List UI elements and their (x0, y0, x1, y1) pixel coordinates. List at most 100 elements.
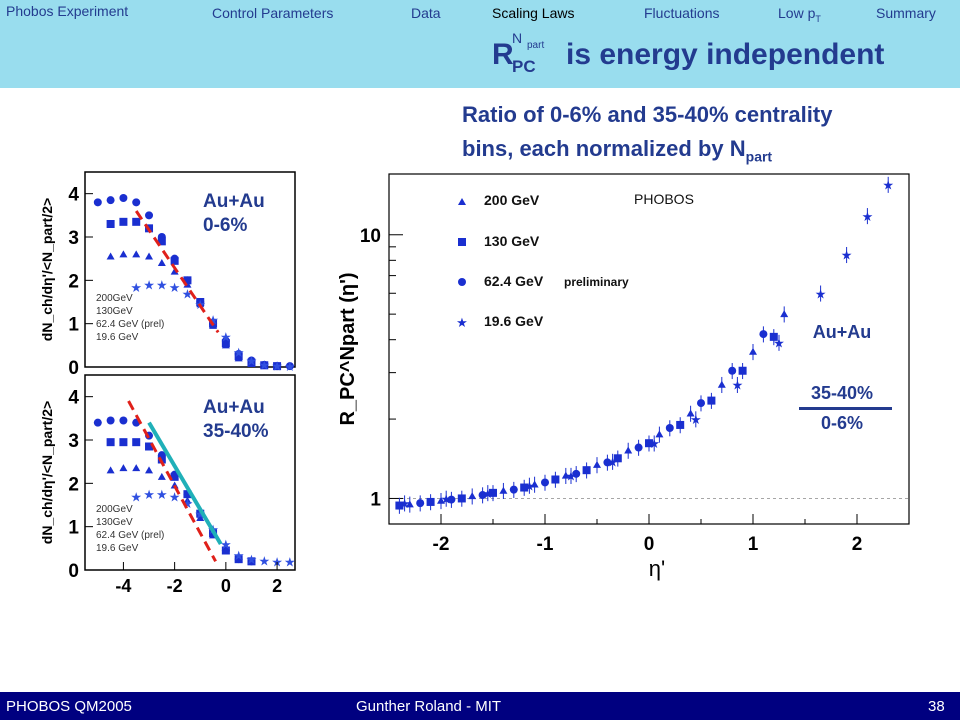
bottom-panel-legend: 200GeV 130GeV 62.4 GeV (prel) 19.6 GeV (96, 504, 165, 554)
data-point (106, 220, 115, 228)
data-point (738, 366, 747, 375)
data-point (499, 486, 508, 494)
title-subscript: PC (512, 57, 536, 76)
title-symbol: R (492, 38, 514, 71)
data-point (561, 471, 570, 479)
y-tick-label: 3 (68, 228, 79, 249)
data-point (624, 446, 633, 454)
data-point (437, 496, 445, 504)
data-point (170, 472, 179, 481)
data-point (157, 259, 166, 266)
data-point (234, 354, 243, 362)
panel-frame-bottom (84, 374, 296, 571)
y-axis-label: dN_ch/dη'/<N_part/2> (39, 198, 55, 341)
data-point (728, 366, 737, 375)
data-point (285, 362, 294, 371)
data-point: ★ (169, 280, 181, 295)
phobos-annotation: PHOBOS (634, 191, 694, 207)
data-point (520, 483, 529, 492)
x-tick-label: -4 (115, 576, 131, 595)
data-point (426, 497, 435, 506)
data-point (416, 499, 425, 508)
data-point (478, 491, 487, 500)
data-point: ★ (271, 554, 283, 569)
data-point (603, 458, 612, 467)
nav-item-low-pt[interactable]: Low pT (778, 5, 821, 24)
data-point: ★ (732, 378, 744, 393)
data-point (196, 509, 205, 518)
data-point (183, 490, 192, 499)
y-tick-label: 4 (68, 185, 79, 206)
nav-item-scaling-laws[interactable]: Scaling Laws (492, 5, 575, 21)
data-point (145, 252, 154, 260)
data-point: ★ (233, 548, 245, 563)
data-point: ★ (862, 209, 874, 224)
data-point (247, 359, 256, 367)
data-point: ★ (565, 469, 577, 484)
y-tick-label: 1 (68, 315, 79, 336)
data-point (119, 250, 128, 258)
fit-line-cyan (147, 421, 223, 546)
slide-subtitle: Ratio of 0-6% and 35-40% centrality bins… (462, 102, 833, 165)
x-tick-label: 2 (852, 534, 863, 555)
data-point (119, 416, 128, 425)
data-point (645, 439, 653, 448)
legend-marker-3: ★ (456, 315, 468, 330)
series-0 (405, 306, 789, 513)
y-tick-label: 10 (360, 226, 381, 247)
data-point: ★ (246, 552, 258, 567)
data-point: ★ (815, 286, 827, 301)
data-point: ★ (271, 359, 283, 374)
data-point (119, 194, 128, 202)
y-tick-label: 0 (68, 358, 79, 379)
y-tick-label: 2 (68, 474, 79, 495)
data-point: ★ (482, 486, 494, 501)
page-title: is energy independent (566, 38, 885, 71)
y-tick-label: 1 (370, 489, 381, 510)
top-panel-legend: 200GeV 130GeV 62.4 GeV (prel) 19.6 GeV (96, 293, 165, 343)
footer-conference: PHOBOS QM2005 (6, 698, 132, 715)
data-point (697, 399, 705, 408)
y-axis-label: R_PC^Npart (η') (337, 272, 359, 425)
data-point: ★ (169, 489, 181, 504)
data-point: ★ (220, 537, 232, 552)
nav-item-summary[interactable]: Summary (876, 5, 936, 21)
data-point (247, 557, 256, 565)
nav-brand: Phobos Experiment (6, 3, 129, 19)
data-point: ★ (143, 278, 155, 293)
data-point (655, 430, 664, 438)
x-tick-label: 2 (272, 576, 282, 595)
data-point (119, 464, 128, 472)
panel-frame-top (84, 171, 296, 368)
nav-item-control-parameters[interactable]: Control Parameters (212, 5, 334, 21)
data-point (613, 454, 622, 463)
x-tick-label: -2 (433, 534, 450, 555)
x-tick-label: -1 (537, 534, 554, 555)
legend-marker-2 (458, 278, 466, 286)
data-point: ★ (156, 487, 168, 502)
data-point (183, 496, 192, 504)
series-3: ★ ★ ★ ★ ★ ★ ★ ★ ★ ★ ★ ★ ★ ★ (399, 176, 894, 512)
x-tick-label: 0 (644, 534, 655, 555)
data-point (676, 420, 685, 429)
data-point (665, 423, 674, 432)
left-series-1-2 (106, 464, 256, 565)
data-point (468, 492, 477, 500)
data-point: ★ (246, 354, 258, 369)
data-point (749, 347, 757, 355)
data-point: ★ (194, 507, 206, 522)
data-point (132, 250, 141, 258)
x-tick-label: 0 (221, 576, 231, 595)
data-point: ★ (648, 436, 660, 451)
data-point (145, 211, 154, 220)
ratio-system-label: Au+Au (812, 322, 872, 342)
data-point (145, 442, 154, 451)
data-point: ★ (607, 455, 619, 470)
ratio-denominator: 0-6% (820, 413, 864, 433)
top-panel-label: Au+Au 0-6% (203, 191, 265, 236)
data-point (119, 217, 128, 226)
y-tick-label: 4 (68, 388, 79, 409)
nav-item-fluctuations[interactable]: Fluctuations (644, 5, 720, 21)
data-point (221, 546, 230, 554)
nav-item-data[interactable]: Data (411, 5, 441, 21)
